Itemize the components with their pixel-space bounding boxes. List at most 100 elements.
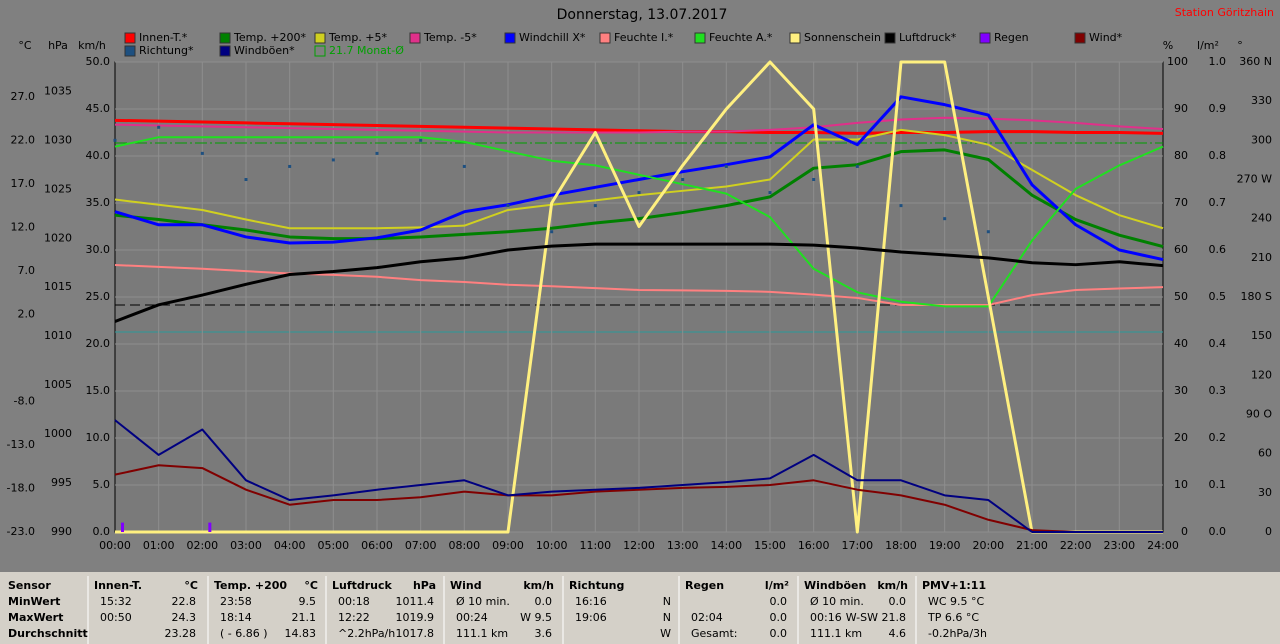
cell-left: Ø 10 min. [810,595,864,608]
series-line [114,148,1164,248]
legend-swatch [1074,32,1086,44]
x-tick-label: 24:00 [1147,539,1179,552]
x-tick-label: 16:00 [798,539,830,552]
direction-dot [855,164,859,168]
legend-label: Innen-T.* [139,31,188,44]
legend-label: Feuchte A.* [709,31,773,44]
table-body: Sensor MinWert MaxWert Durchschnitt Innen-T.… [8,576,987,644]
legend-swatch [314,45,326,57]
legend-swatch [314,32,326,44]
cell-right: 1017.8 [396,627,435,640]
x-tick-label: 18:00 [885,539,917,552]
y-tick-label: 995 [51,476,72,489]
y-tick-label: 300 [1251,133,1272,146]
y-tick-label: 0.6 [1209,243,1227,256]
y-tick-label: 7.0 [18,264,36,277]
y-tick-label: 0.3 [1209,384,1227,397]
y-tick-label: 180 S [1241,290,1272,303]
cell-right: W [660,627,671,640]
cell-right: 22.8 [172,595,197,608]
direction-dot [724,164,728,168]
y-tick-label: -8.0 [14,394,35,407]
y-tick-label: 1035 [44,84,72,97]
direction-dot [812,178,816,181]
x-tick-label: 00:00 [99,539,131,552]
cell-right: W 9.5 [520,611,552,624]
cell-left: Gesamt: [691,627,738,640]
cell-right: 0.0 [770,611,788,624]
cell-right: 0.0 [535,595,553,608]
direction-dot [506,204,510,208]
y-tick-label: 90 [1174,102,1188,115]
row-label: MaxWert [8,611,63,624]
legend-label: 21.7 Monat-Ø [329,44,404,57]
axis-unit: l/m² [1197,39,1219,52]
series-line [114,419,1163,533]
y-tick-label: 30.0 [86,243,111,256]
y-tick-label: -23.0 [7,525,35,538]
axis-unit: km/h [78,39,106,52]
y-tick-label: 35.0 [86,196,111,209]
y-tick-label: 0.4 [1209,337,1227,350]
y-tick-label: 10 [1174,478,1188,491]
y-tick-label: 0.8 [1209,149,1227,162]
column-unit: hPa [413,579,436,592]
x-tick-label: 04:00 [274,539,306,552]
y-tick-label: 50.0 [86,55,111,68]
column-unit: °C [304,579,318,592]
y-tick-label: 5.0 [93,478,111,491]
legend-swatch [789,32,801,44]
cell-left: 111.1 km [810,627,862,640]
y-tick-label: 22.0 [11,133,36,146]
cell-left: 00:18 [338,595,370,608]
summary-table [0,572,1280,644]
series-line [114,116,1164,134]
x-tick-label: 13:00 [667,539,699,552]
x-tick-label: 01:00 [143,539,175,552]
cell-right: 14.83 [285,627,317,640]
y-tick-label: 0.9 [1209,102,1227,115]
y-tick-label: 1030 [44,133,72,146]
direction-dot [681,178,685,181]
legend-swatch [124,45,136,57]
y-tick-label: 0 [1265,525,1272,538]
series-line [114,95,1164,262]
x-tick-label: 19:00 [929,539,961,552]
y-tick-label: 360 N [1239,55,1272,68]
y-tick-label: 1010 [44,329,72,342]
series-line [114,128,1164,230]
y-tick-label: 100 [1167,55,1188,68]
y-tick-label: 60 [1174,243,1188,256]
y-tick-label: 90 O [1246,408,1272,421]
legend-swatch [409,32,421,44]
cell-right: N [663,595,671,608]
x-tick-label: 07:00 [405,539,437,552]
series-line [114,118,1164,135]
chart-title: Donnerstag, 13.07.2017 [557,7,728,23]
y-tick-label: 1020 [44,231,72,244]
y-tick-label: 15.0 [86,384,111,397]
y-tick-label: 30 [1174,384,1188,397]
direction-dot [113,138,117,142]
y-tick-label: 60 [1258,447,1272,460]
cell-left: 16:16 [575,595,607,608]
series-line [114,136,1164,308]
legend-swatch [884,32,896,44]
direction-dot [768,191,772,195]
direction-dot [375,151,379,155]
cell-right: 0.0 [770,627,788,640]
station-name: Station Göritzhain [1175,6,1274,19]
direction-dot [462,164,466,168]
axis-unit: °C [18,39,32,52]
direction-dot [986,230,990,234]
y-tick-label: 27.0 [11,90,36,103]
column-title: Richtung [569,579,624,592]
y-tick-label: 0.0 [93,525,111,538]
y-tick-label: -18.0 [7,481,35,494]
x-tick-label: 09:00 [492,539,524,552]
series-line [114,242,1164,323]
y-tick-label: 12.0 [11,220,36,233]
direction-dot [943,217,947,221]
column-unit: l/m² [765,579,789,592]
column-title: Windböen [804,579,866,592]
